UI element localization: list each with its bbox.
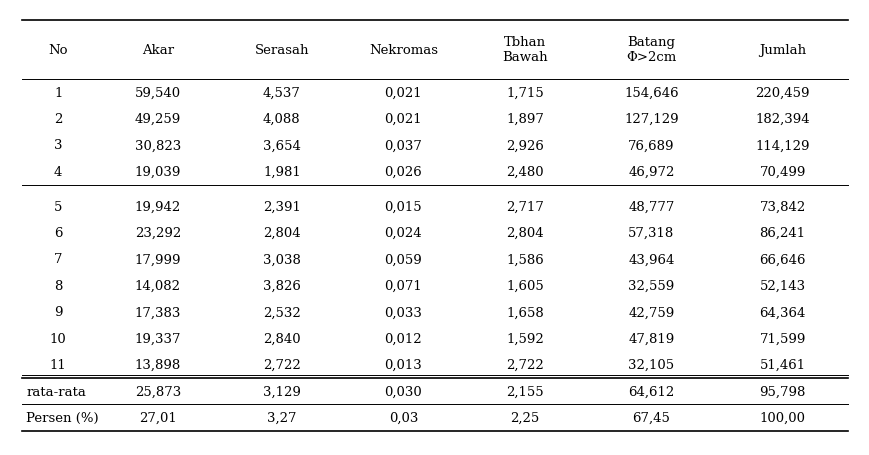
Text: 2,804: 2,804 [262,227,301,239]
Text: 0,03: 0,03 [388,411,418,424]
Text: 1,586: 1,586 [506,253,543,266]
Text: Tbhan
Bawah: Tbhan Bawah [501,36,547,64]
Text: No: No [49,44,68,56]
Text: 73,842: 73,842 [759,200,805,213]
Text: 1: 1 [54,86,63,99]
Text: 25,873: 25,873 [135,385,181,398]
Text: 51,461: 51,461 [759,359,805,371]
Text: 2,532: 2,532 [262,306,301,318]
Text: 3,129: 3,129 [262,385,301,398]
Text: Serasah: Serasah [255,44,308,56]
Text: 3: 3 [54,139,63,152]
Text: 9: 9 [54,306,63,318]
Text: 4,088: 4,088 [262,113,301,126]
Text: 30,823: 30,823 [135,139,181,152]
Text: 100,00: 100,00 [759,411,805,424]
Text: 1,658: 1,658 [506,306,543,318]
Text: 0,013: 0,013 [384,359,421,371]
Text: 2,25: 2,25 [510,411,539,424]
Text: 42,759: 42,759 [627,306,673,318]
Text: 3,27: 3,27 [267,411,296,424]
Text: 3,826: 3,826 [262,279,301,292]
Text: 1,605: 1,605 [506,279,543,292]
Text: 2,722: 2,722 [262,359,301,371]
Text: 47,819: 47,819 [627,332,673,345]
Text: 0,024: 0,024 [384,227,421,239]
Text: Nekromas: Nekromas [368,44,437,56]
Text: 0,033: 0,033 [384,306,421,318]
Text: 4,537: 4,537 [262,86,301,99]
Text: 70,499: 70,499 [759,166,805,178]
Text: 4: 4 [54,166,63,178]
Text: 71,599: 71,599 [759,332,805,345]
Text: 127,129: 127,129 [623,113,678,126]
Text: 49,259: 49,259 [135,113,181,126]
Text: 2,804: 2,804 [506,227,543,239]
Text: 10: 10 [50,332,67,345]
Text: 1,981: 1,981 [262,166,301,178]
Text: Akar: Akar [142,44,174,56]
Text: 2,722: 2,722 [506,359,543,371]
Text: 27,01: 27,01 [139,411,176,424]
Text: 19,942: 19,942 [135,200,181,213]
Text: 154,646: 154,646 [623,86,678,99]
Text: 1,592: 1,592 [506,332,543,345]
Text: 0,021: 0,021 [384,86,421,99]
Text: 64,612: 64,612 [627,385,673,398]
Text: 48,777: 48,777 [627,200,673,213]
Text: 76,689: 76,689 [627,139,673,152]
Text: 66,646: 66,646 [759,253,805,266]
Text: 32,559: 32,559 [627,279,673,292]
Text: 95,798: 95,798 [759,385,805,398]
Text: 64,364: 64,364 [759,306,805,318]
Text: 0,026: 0,026 [384,166,421,178]
Text: 86,241: 86,241 [759,227,805,239]
Text: 11: 11 [50,359,67,371]
Text: 114,129: 114,129 [754,139,809,152]
Text: 6: 6 [54,227,63,239]
Text: 2,480: 2,480 [506,166,543,178]
Text: 17,999: 17,999 [135,253,181,266]
Text: 1,897: 1,897 [506,113,543,126]
Text: 19,039: 19,039 [135,166,181,178]
Text: 0,071: 0,071 [384,279,421,292]
Text: 67,45: 67,45 [632,411,669,424]
Text: 0,015: 0,015 [384,200,421,213]
Text: 46,972: 46,972 [627,166,673,178]
Text: 2,391: 2,391 [262,200,301,213]
Text: 2,926: 2,926 [506,139,543,152]
Text: rata-rata: rata-rata [26,385,86,398]
Text: 2,717: 2,717 [506,200,543,213]
Text: 43,964: 43,964 [627,253,673,266]
Text: 0,021: 0,021 [384,113,421,126]
Text: Persen (%): Persen (%) [26,411,98,424]
Text: 8: 8 [54,279,63,292]
Text: 52,143: 52,143 [759,279,805,292]
Text: 57,318: 57,318 [627,227,673,239]
Text: 5: 5 [54,200,63,213]
Text: 2: 2 [54,113,63,126]
Text: 19,337: 19,337 [135,332,181,345]
Text: 14,082: 14,082 [135,279,181,292]
Text: 1,715: 1,715 [506,86,543,99]
Text: 59,540: 59,540 [135,86,181,99]
Text: 220,459: 220,459 [754,86,809,99]
Text: 3,654: 3,654 [262,139,301,152]
Text: 13,898: 13,898 [135,359,181,371]
Text: 23,292: 23,292 [135,227,181,239]
Text: 0,059: 0,059 [384,253,421,266]
Text: 17,383: 17,383 [135,306,181,318]
Text: 32,105: 32,105 [627,359,673,371]
Text: 7: 7 [54,253,63,266]
Text: 3,038: 3,038 [262,253,301,266]
Text: 0,030: 0,030 [384,385,421,398]
Text: 2,155: 2,155 [506,385,543,398]
Text: 2,840: 2,840 [262,332,301,345]
Text: 0,037: 0,037 [384,139,421,152]
Text: 0,012: 0,012 [384,332,421,345]
Text: Jumlah: Jumlah [758,44,806,56]
Text: 182,394: 182,394 [754,113,809,126]
Text: Batang
Φ>2cm: Batang Φ>2cm [626,36,676,64]
